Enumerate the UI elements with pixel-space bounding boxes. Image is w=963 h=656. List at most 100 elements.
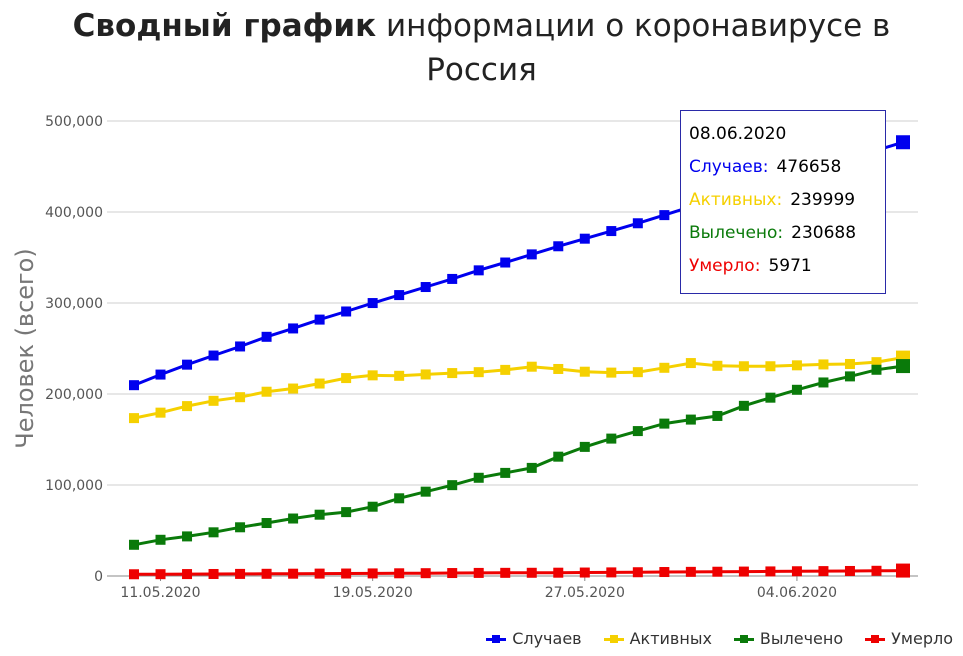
data-point-recovered [182, 531, 193, 542]
legend-swatch-cases [486, 634, 507, 644]
data-point-deaths [818, 566, 829, 577]
data-point-deaths [606, 567, 617, 578]
legend-item-recovered[interactable]: Вылечено [733, 629, 844, 648]
tooltip-value-deaths: 5971 [768, 256, 812, 276]
tooltip-row-deaths: Умерло: 5971 [689, 255, 885, 288]
data-point-deaths [341, 568, 352, 579]
legend-item-deaths[interactable]: Умерло [865, 629, 953, 648]
data-point-recovered [314, 509, 325, 520]
x-tick-label: 19.05.2020 [333, 585, 413, 601]
data-point-active [659, 362, 670, 373]
y-tick-label: 200,000 [45, 387, 103, 403]
data-point-active [712, 360, 723, 371]
data-point-cases [235, 341, 246, 352]
data-point-active [818, 359, 829, 370]
data-point-cases [182, 359, 193, 370]
data-point-active [314, 378, 325, 389]
data-point-deaths [182, 569, 193, 580]
data-point-deaths [553, 567, 564, 578]
chart-title: Сводный график информации о коронавирусе… [0, 4, 963, 92]
data-point-deaths [738, 566, 749, 577]
data-point-deaths [208, 568, 219, 579]
legend-item-cases[interactable]: Случаев [486, 629, 582, 648]
data-point-active [182, 401, 193, 412]
data-point-cases [553, 241, 564, 252]
data-point-deaths [288, 568, 299, 579]
chart-title-bold: Сводный график [72, 8, 377, 44]
data-point-recovered [659, 418, 670, 429]
data-point-deaths [394, 568, 405, 579]
tooltip-label-cases: Случаев: [689, 157, 769, 177]
data-point-active [235, 392, 246, 403]
data-point-recovered [818, 377, 829, 388]
data-point-deaths [526, 567, 537, 578]
chart-legend: Случаев Активных Вылечено Умерло [486, 629, 953, 648]
data-point-active [261, 386, 272, 397]
legend-swatch-active [603, 634, 624, 644]
data-point-recovered [235, 522, 246, 533]
x-tick-label: 27.05.2020 [545, 585, 625, 601]
data-point-cases [155, 369, 166, 380]
tooltip-row-active: Активных: 239999 [689, 189, 885, 222]
chart-title-rest: информации о коронавирусе в [376, 8, 891, 44]
data-point-recovered [553, 451, 564, 462]
data-point-recovered [606, 433, 617, 444]
data-point-cases [447, 273, 458, 284]
legend-label-recovered: Вылечено [759, 629, 844, 648]
data-point-cases [367, 298, 378, 309]
data-point-active [129, 413, 139, 424]
data-point-deaths [235, 568, 246, 579]
legend-label-cases: Случаев [512, 629, 582, 648]
legend-label-active: Активных [629, 629, 712, 648]
y-tick-label: 100,000 [45, 478, 103, 494]
data-point-deaths [712, 566, 723, 577]
data-point-active [155, 407, 166, 418]
data-point-deaths [896, 563, 910, 578]
tooltip-value-recovered: 230688 [791, 223, 857, 243]
tooltip-label-active: Активных: [689, 190, 783, 210]
data-point-recovered [712, 410, 723, 421]
data-point-cases [261, 331, 272, 342]
data-point-recovered [447, 480, 458, 491]
series-line-deaths [133, 569, 904, 576]
tooltip-label-recovered: Вылечено: [689, 223, 784, 243]
data-point-active [367, 370, 378, 381]
data-point-deaths [685, 566, 696, 577]
data-point-cases [500, 257, 511, 268]
tooltip-row-recovered: Вылечено: 230688 [689, 222, 885, 255]
data-point-active [341, 373, 352, 384]
data-point-deaths [261, 568, 272, 579]
data-point-active [632, 367, 643, 378]
series-line-active [133, 356, 904, 420]
data-point-deaths [844, 565, 855, 576]
y-axis-label: Человек (всего) [11, 248, 39, 448]
data-point-active [685, 358, 696, 369]
data-point-active [606, 367, 617, 378]
data-point-cases [659, 210, 670, 221]
data-point-active [844, 358, 855, 369]
data-point-active [420, 369, 431, 380]
legend-swatch-recovered [733, 634, 754, 644]
data-point-active [288, 383, 299, 394]
tooltip-value-active: 239999 [790, 190, 856, 210]
x-tick-label: 04.06.2020 [757, 585, 837, 601]
data-point-deaths [129, 569, 139, 580]
data-point-recovered [473, 472, 484, 483]
data-point-cases [288, 323, 299, 334]
data-point-cases [420, 282, 431, 293]
data-point-recovered [871, 364, 882, 375]
legend-label-deaths: Умерло [891, 629, 953, 648]
data-point-recovered [632, 426, 643, 437]
legend-item-active[interactable]: Активных [603, 629, 712, 648]
data-point-active [394, 370, 405, 381]
data-point-active [500, 364, 511, 375]
y-tick-label: 0 [94, 569, 103, 585]
data-point-recovered [765, 392, 776, 403]
data-point-recovered [420, 486, 431, 497]
data-point-deaths [500, 567, 511, 578]
data-point-recovered [738, 400, 749, 411]
data-point-active [208, 395, 219, 406]
chart-tooltip: 08.06.2020 Случаев: 476658 Активных: 23999… [680, 110, 886, 294]
data-point-deaths [367, 568, 378, 579]
